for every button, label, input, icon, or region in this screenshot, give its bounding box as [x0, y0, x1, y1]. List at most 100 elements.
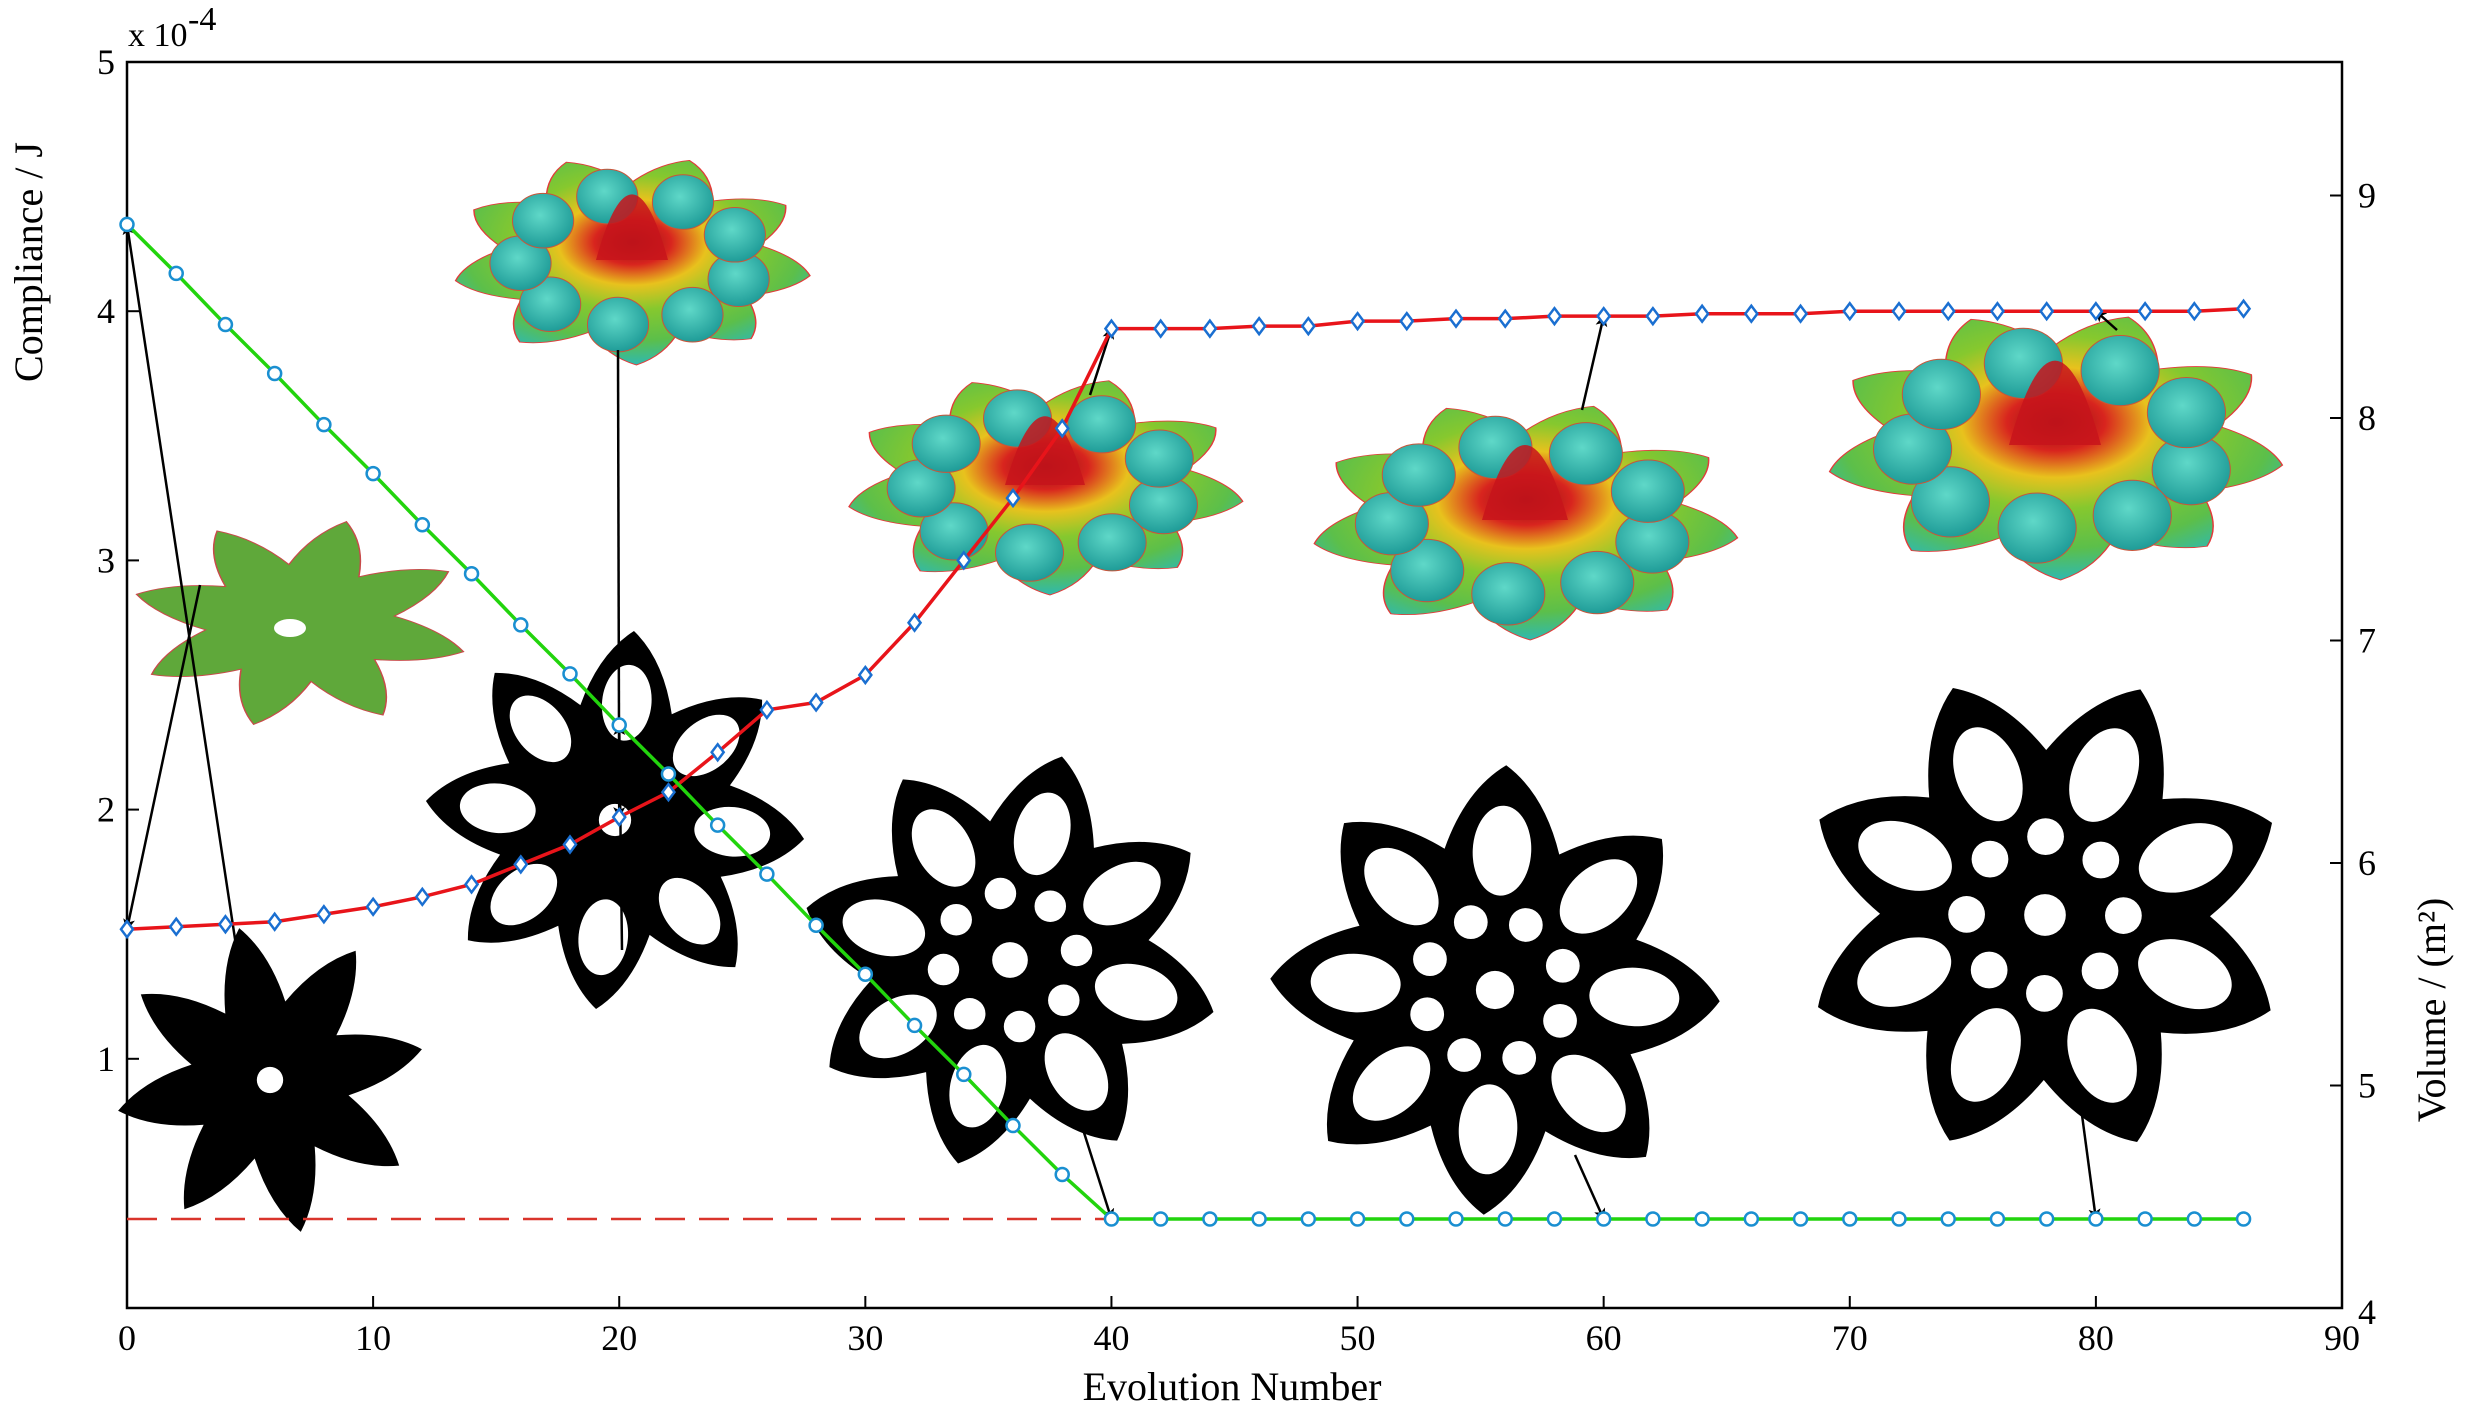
right-y-tick-label: 8	[2358, 398, 2376, 438]
compliance-point	[857, 664, 873, 686]
volume-point	[808, 917, 824, 934]
right-y-tick-label: 7	[2358, 621, 2376, 661]
x-tick-label: 30	[847, 1318, 883, 1358]
annotation-arrow	[122, 222, 242, 973]
volume-point	[1940, 1211, 1956, 1227]
right-axis-label: Volume / (m²)	[2409, 898, 2454, 1123]
volume-point	[660, 766, 677, 782]
surface-inset-iter60	[1313, 405, 1739, 641]
compliance-point	[1251, 316, 1267, 337]
compliance-point	[119, 919, 135, 940]
compliance-point	[2088, 301, 2104, 322]
compliance-point	[1940, 301, 1956, 322]
compliance-point	[365, 896, 381, 917]
left-axis-label: Compliance / J	[6, 142, 51, 382]
volume-point	[2088, 1211, 2104, 1227]
volume-point	[168, 265, 184, 282]
volume-point	[217, 316, 234, 333]
x-tick-label: 0	[118, 1318, 136, 1358]
topology-inset-iter40	[806, 756, 1214, 1164]
volume-point	[2137, 1211, 2153, 1227]
compliance-point	[168, 916, 184, 937]
compliance-point	[1546, 306, 1563, 327]
series-line-volume	[125, 223, 2244, 1221]
left-y-tick-label: 5	[97, 42, 115, 82]
volume-point	[2038, 1211, 2055, 1227]
right-y-tick-label: 9	[2358, 176, 2376, 216]
volume-point	[1891, 1211, 1907, 1227]
volume-point	[906, 1017, 923, 1034]
topology-inset-iter80	[1817, 687, 2273, 1143]
volume-point	[857, 966, 874, 982]
annotation-arrow	[1580, 314, 1608, 411]
x-tick-label: 10	[355, 1318, 391, 1358]
right-y-tick-label: 5	[2358, 1066, 2376, 1106]
compliance-point	[1153, 318, 1169, 339]
volume-point	[759, 866, 775, 882]
annotation-arrow	[613, 723, 626, 951]
annotation-arrow	[1078, 1119, 1115, 1221]
compliance-point	[1005, 488, 1021, 509]
compliance-point	[316, 904, 332, 925]
x-tick-label: 70	[1832, 1318, 1868, 1358]
volume-point	[513, 617, 529, 633]
compliance-point	[611, 806, 627, 828]
compliance-point	[808, 692, 824, 713]
volume-point	[709, 817, 726, 833]
volume-point	[1546, 1211, 1563, 1227]
volume-point	[1152, 1211, 1169, 1227]
volume-point	[1645, 1211, 1661, 1227]
compliance-point	[759, 699, 775, 721]
compliance-point	[1103, 318, 1120, 339]
volume-point	[1202, 1211, 1218, 1227]
compliance-point	[956, 550, 972, 571]
volume-point	[1694, 1211, 1710, 1227]
left-y-tick-label: 4	[97, 291, 115, 331]
volume-point	[1792, 1211, 1809, 1227]
series-layer	[119, 216, 2252, 1227]
compliance-point	[1054, 418, 1070, 439]
compliance-point	[1989, 301, 2006, 322]
compliance-point	[710, 742, 726, 763]
annotation-arrow	[123, 584, 202, 932]
compliance-point	[2235, 298, 2252, 319]
volume-point	[365, 465, 381, 482]
left-axis-multiplier: x 10	[128, 17, 188, 54]
compliance-point	[1842, 301, 1858, 322]
compliance-point	[1497, 308, 1513, 329]
compliance-point	[2039, 301, 2055, 322]
series-line-compliance	[126, 306, 2244, 931]
compliance-point	[2186, 301, 2202, 322]
annotation-arrow	[2078, 1099, 2101, 1221]
volume-point	[956, 1066, 972, 1083]
x-axis-label: Evolution Number	[1083, 1364, 1382, 1409]
compliance-point	[513, 854, 529, 875]
compliance-point	[1399, 311, 1415, 332]
design-insets	[118, 160, 2284, 1232]
volume-point	[1595, 1211, 1612, 1227]
left-axis-multiplier-exponent: -4	[188, 1, 216, 38]
x-tick-label: 60	[1586, 1318, 1622, 1358]
compliance-point	[267, 911, 283, 932]
compliance-point	[463, 874, 480, 895]
volume-point	[266, 365, 283, 382]
surface-inset-iter40	[848, 380, 1244, 596]
volume-point	[1743, 1211, 1760, 1227]
compliance-point	[1792, 303, 1809, 324]
volume-point	[1448, 1211, 1464, 1227]
x-tick-label: 80	[2078, 1318, 2114, 1358]
left-y-tick-label: 1	[97, 1039, 115, 1079]
x-tick-label: 20	[601, 1318, 637, 1358]
compliance-point	[1694, 303, 1710, 324]
volume-point	[611, 717, 627, 733]
volume-point	[463, 566, 480, 582]
left-y-tick-label: 3	[97, 540, 115, 580]
annotation-arrow	[1573, 1154, 1606, 1221]
volume-point	[1989, 1211, 2006, 1227]
volume-point	[1497, 1211, 1513, 1227]
volume-point	[1842, 1211, 1858, 1227]
volume-point	[1005, 1117, 1021, 1134]
compliance-point	[217, 914, 234, 935]
compliance-point	[660, 782, 677, 803]
